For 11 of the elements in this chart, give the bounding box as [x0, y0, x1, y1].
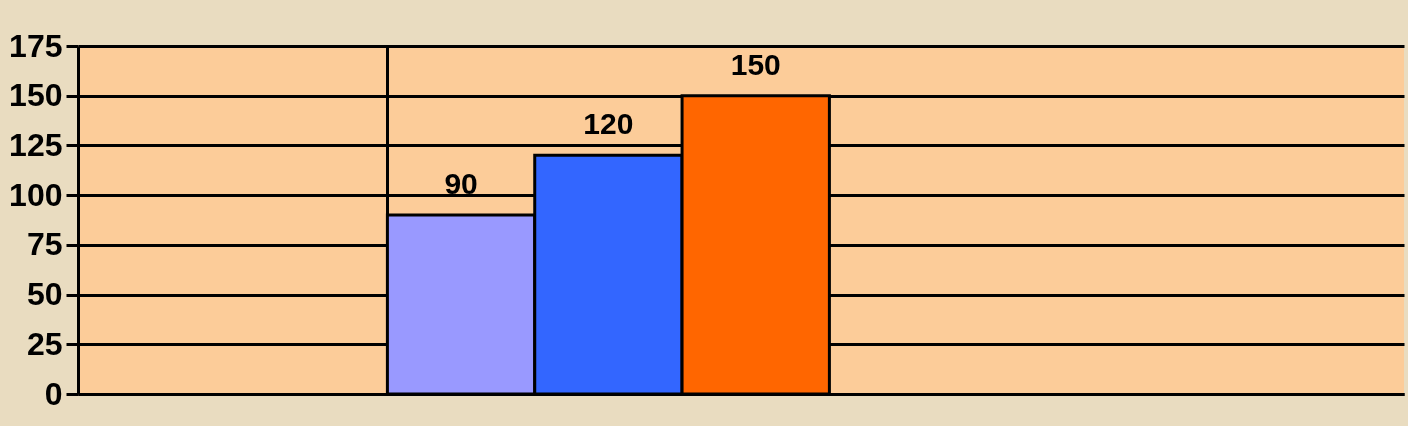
y-tick-label: 25 — [26, 325, 63, 362]
y-tick-label: 75 — [26, 226, 63, 263]
data-label: 90 — [444, 167, 478, 201]
y-tick-label: 100 — [9, 176, 63, 213]
y-tick-label: 175 — [9, 27, 63, 64]
y-tick-label: 125 — [9, 126, 63, 163]
y-tick-label: 50 — [26, 276, 63, 313]
data-label: 120 — [583, 107, 634, 141]
y-tick-label: 150 — [9, 77, 63, 114]
data-label: 150 — [730, 47, 781, 81]
y-tick-label: 0 — [44, 375, 63, 412]
